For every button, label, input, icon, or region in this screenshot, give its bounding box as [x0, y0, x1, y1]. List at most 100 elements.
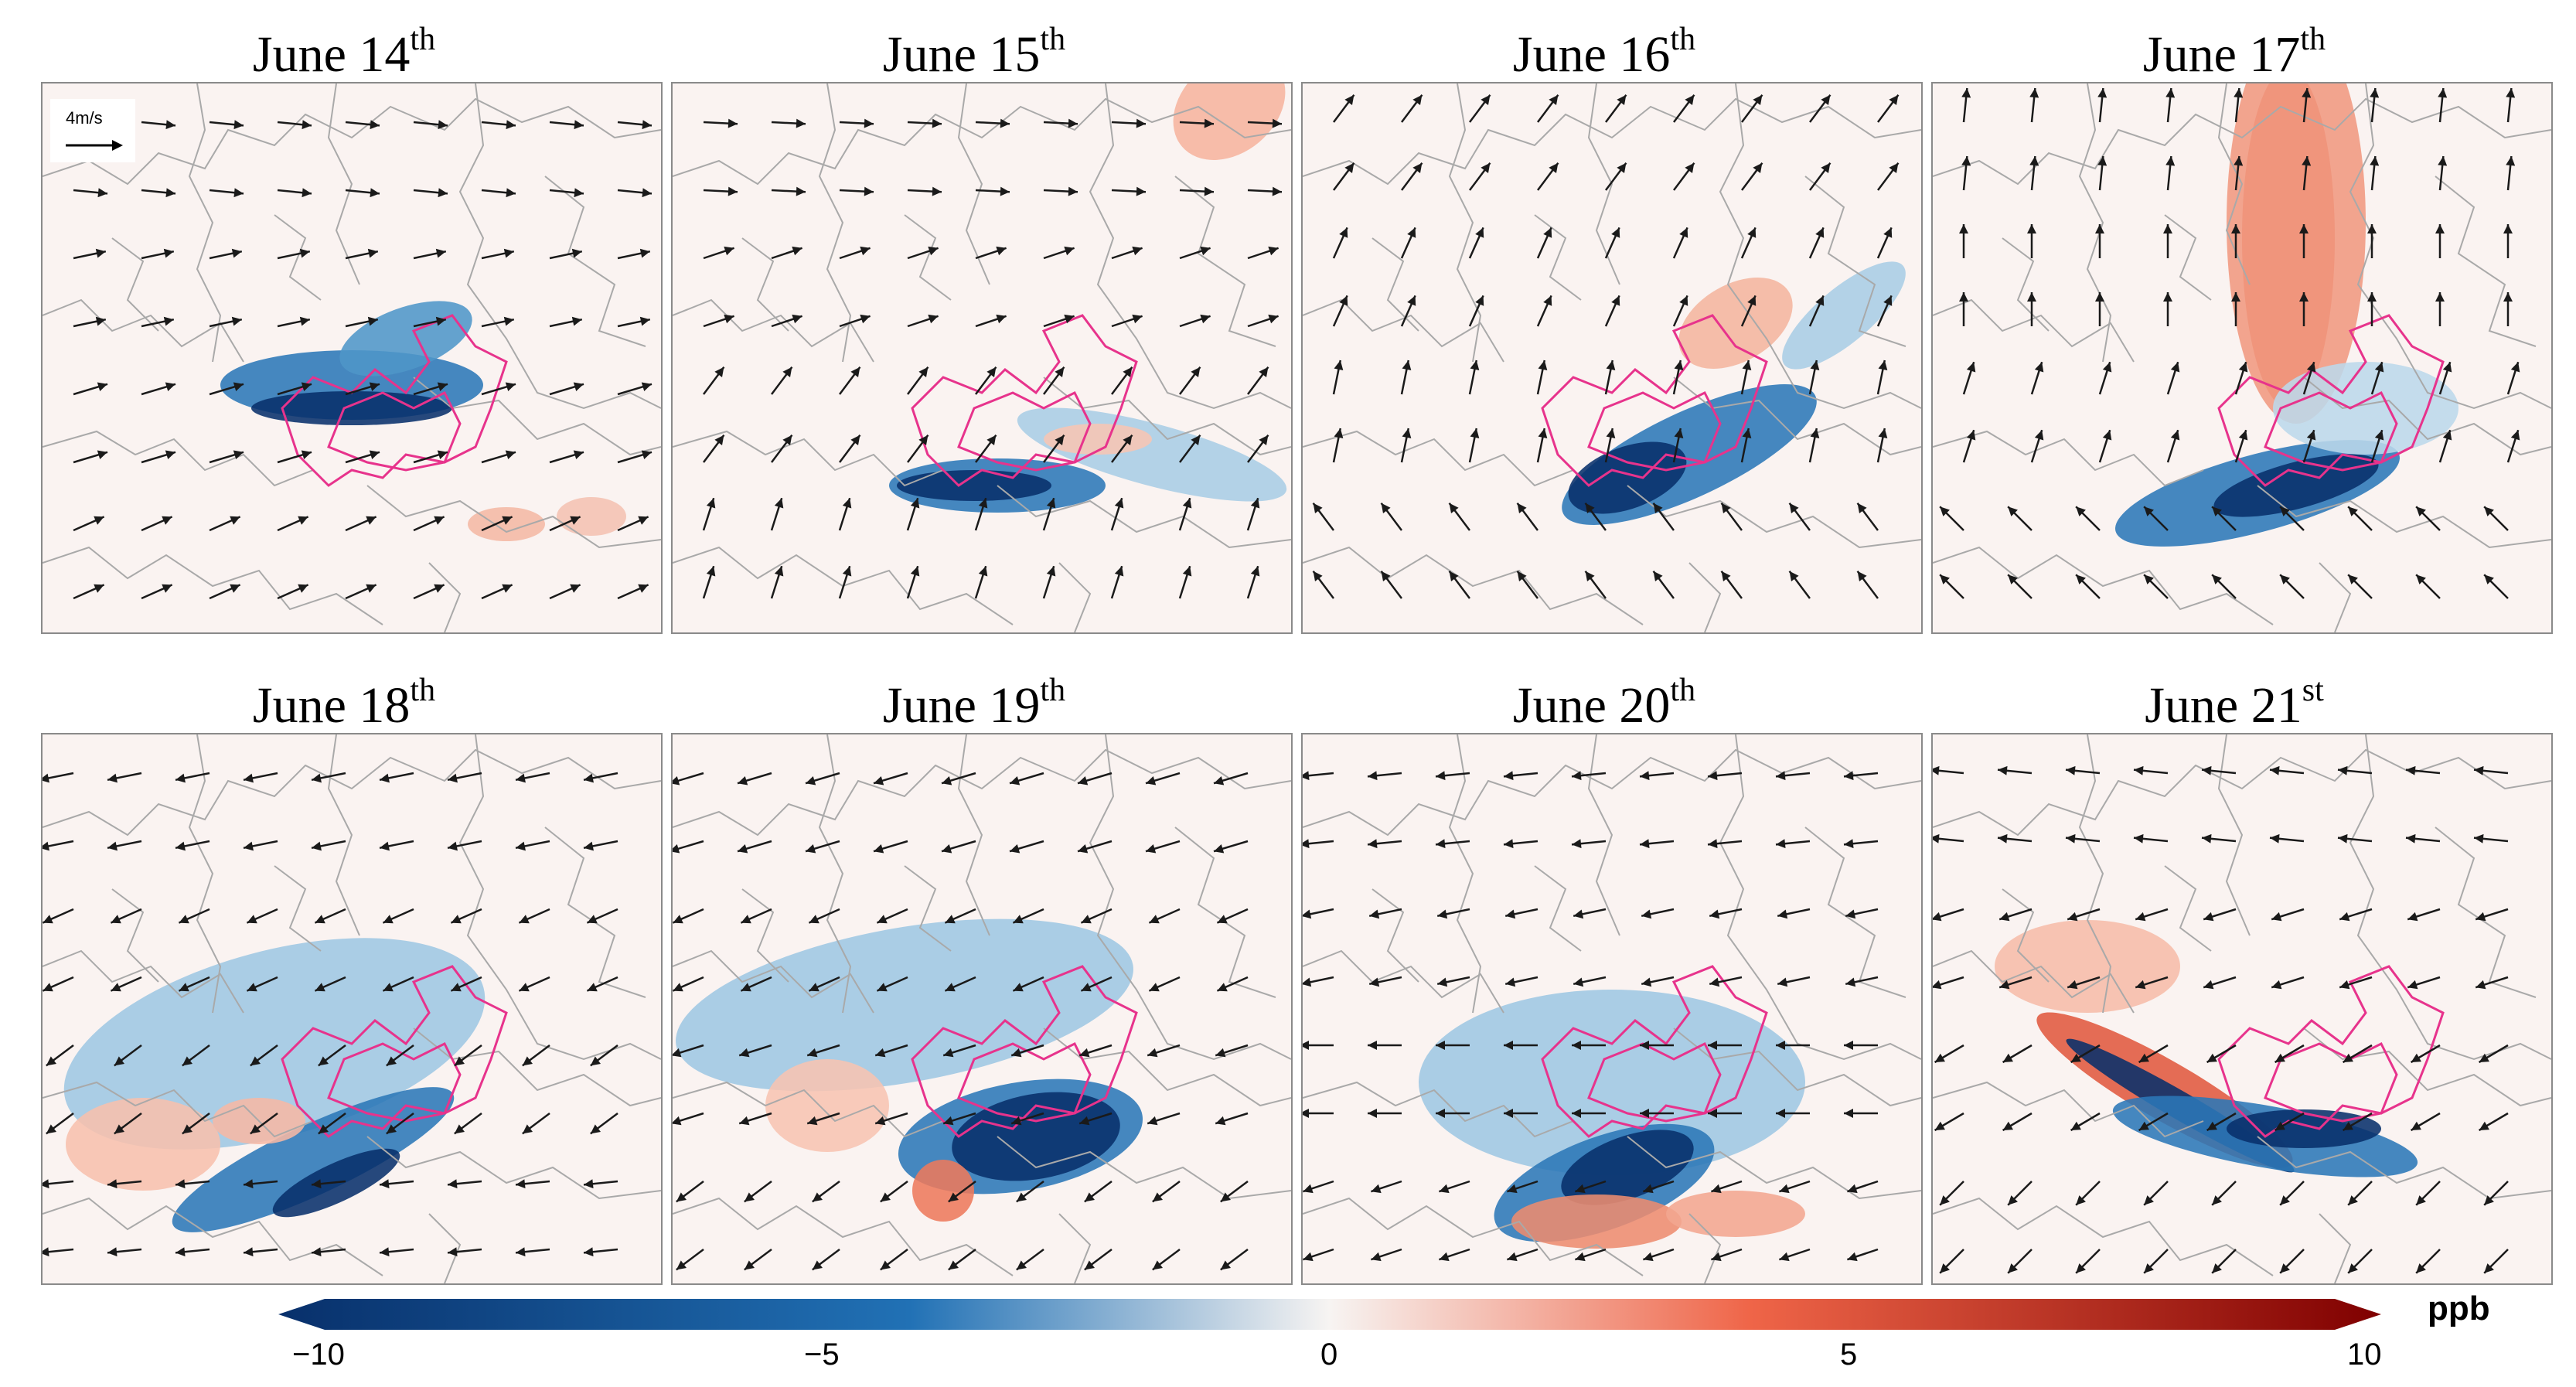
admin-boundary [2435, 176, 2537, 347]
wind-arrow-icon [1216, 976, 1249, 992]
wind-arrow-icon [450, 908, 482, 924]
wind-arrow-icon [178, 908, 210, 924]
wind-arrow-icon [43, 976, 74, 992]
wind-arrow-icon [907, 246, 939, 260]
wind-arrow-icon [277, 516, 309, 532]
wind-arrow-icon [1740, 360, 1752, 395]
wind-arrow-icon [178, 976, 210, 992]
wind-arrow-icon [1400, 162, 1423, 191]
wind-arrow-icon [277, 248, 311, 260]
wind-arrow-icon [1246, 565, 1260, 599]
wind-arrow-icon [2405, 765, 2441, 775]
colorbar-tick-5: 5 [1840, 1338, 1858, 1372]
wind-arrow-icon [277, 584, 309, 600]
wind-arrow-icon [673, 1112, 704, 1126]
wind-arrow-icon [2211, 574, 2237, 599]
admin-boundary [2349, 734, 2551, 1061]
wind-arrow-icon [617, 248, 651, 260]
wind-arrow-icon [1643, 1180, 1675, 1194]
wind-arrow-icon [2201, 765, 2237, 775]
admin-boundary [111, 237, 159, 332]
wind-arrow-icon [386, 1113, 414, 1135]
wind-arrow-icon [73, 584, 105, 600]
wind-arrow-icon [1333, 94, 1355, 123]
wind-arrow-icon [2097, 155, 2107, 191]
wind-arrow-icon [2367, 292, 2377, 326]
wind-arrow-icon [1368, 1109, 1402, 1118]
wind-arrow-icon [1652, 571, 1675, 599]
wind-arrow-icon [318, 1113, 346, 1135]
wind-arrow-icon [1876, 227, 1893, 259]
wind-arrow-icon [2342, 1112, 2373, 1132]
wind-arrow-icon [73, 382, 108, 396]
concentration-patch [557, 497, 626, 536]
wind-arrow-icon [2095, 292, 2104, 326]
wind-arrow-icon [740, 908, 772, 924]
wind-arrow-icon [1536, 295, 1552, 327]
region-outline [1587, 1041, 1722, 1123]
wind-arrow-icon [1934, 1112, 1964, 1132]
wind-arrow-icon [1997, 765, 2033, 775]
wind-arrow-icon [2163, 292, 2172, 326]
wind-arrow-icon [2347, 574, 2373, 599]
admin-boundary [673, 748, 1291, 837]
admin-boundary [544, 176, 646, 347]
wind-arrow-icon [1010, 1044, 1044, 1058]
wind-arrow-icon [209, 120, 244, 130]
admin-boundary [366, 1136, 661, 1200]
wind-arrow-icon [2279, 506, 2305, 531]
wind-arrow-icon [2234, 87, 2244, 123]
wind-arrow-icon [1078, 1044, 1113, 1058]
wind-arrow-icon [2234, 429, 2248, 463]
wind-arrow-icon [906, 435, 929, 463]
admin-boundary [1587, 734, 1620, 936]
admin-boundary [1448, 734, 1482, 1014]
wind-arrow-icon [182, 1113, 210, 1135]
admin-boundary [274, 214, 322, 301]
wind-arrow-icon [73, 516, 105, 532]
wind-arrow-icon [1672, 227, 1688, 259]
wind-arrow-icon [1179, 314, 1211, 328]
admin-boundary [673, 949, 874, 1014]
wind-arrow-icon [1959, 292, 1968, 326]
wind-arrow-icon [1876, 360, 1888, 395]
wind-arrow-icon [141, 584, 173, 600]
wind-arrow-icon [277, 316, 311, 328]
wind-arrow-icon [770, 366, 793, 395]
wind-arrow-icon [1845, 976, 1879, 987]
admin-boundary [1804, 826, 1906, 998]
wind-arrow-icon [1303, 771, 1334, 781]
wind-arrow-icon [515, 1247, 550, 1257]
wind-arrow-icon [549, 120, 584, 130]
panel-title-june-18: June 18th [252, 673, 436, 734]
wind-arrow-icon [2203, 976, 2237, 990]
wind-arrow-icon [1604, 227, 1620, 259]
wind-arrow-icon [345, 382, 380, 396]
wind-arrow-icon [1111, 435, 1133, 463]
wind-arrow-icon [771, 186, 806, 196]
wind-arrow-icon [1147, 1044, 1181, 1058]
wind-arrow-icon [2166, 429, 2180, 463]
concentration-patch [1678, 278, 1793, 369]
wind-arrow-icon [2269, 833, 2305, 843]
wind-arrow-icon [2370, 155, 2380, 191]
wind-arrow-icon [1536, 94, 1559, 123]
wind-arrow-icon [1573, 908, 1607, 919]
admin-boundary [997, 485, 1291, 549]
panel-title-june-14: June 14th [252, 22, 436, 83]
wind-arrow-icon [1962, 361, 1976, 395]
wind-arrow-icon [1368, 976, 1402, 987]
admin-boundary [1534, 214, 1582, 301]
wind-arrow-icon [2030, 429, 2044, 463]
concentration-patch [1044, 424, 1152, 455]
wind-arrow-icon [2407, 908, 2441, 922]
admin-boundary [43, 1197, 383, 1276]
wind-arrow-icon [175, 772, 210, 783]
wind-arrow-icon [873, 772, 908, 786]
panel-title-june-15: June 15th [882, 22, 1066, 83]
wind-arrow-icon [1572, 1109, 1606, 1118]
wind-arrow-icon [1332, 227, 1348, 259]
wind-arrow-icon [1707, 839, 1743, 849]
map-panel-june-20 [1301, 733, 1923, 1285]
wind-arrow-icon [2075, 574, 2101, 599]
